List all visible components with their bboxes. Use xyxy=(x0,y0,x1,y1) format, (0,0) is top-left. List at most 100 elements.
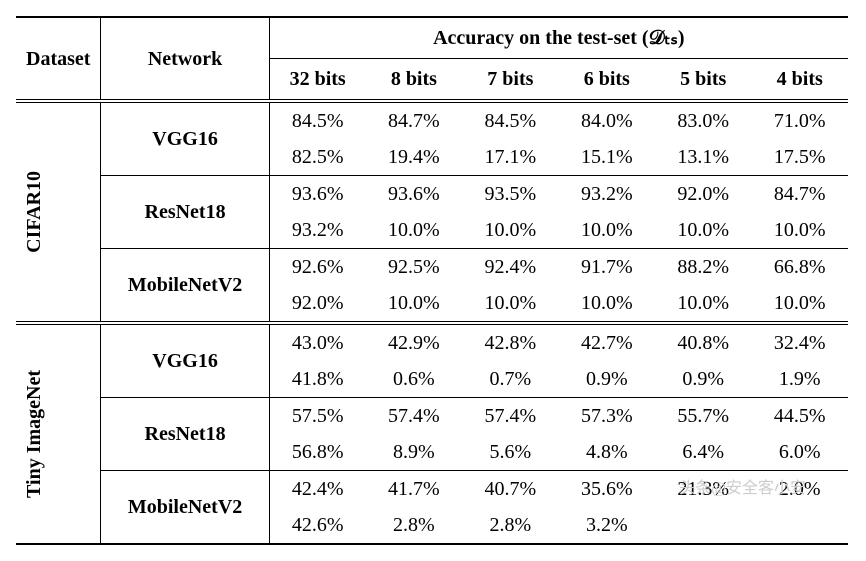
val-cell: 0.6% xyxy=(366,361,462,398)
val-cell: 15.1% xyxy=(559,139,655,176)
val-cell: 57.5% xyxy=(269,398,365,435)
val-cell: 4.8% xyxy=(559,434,655,471)
val-cell: 40.7% xyxy=(462,471,558,508)
table-header-row-1: Dataset Network Accuracy on the test-set… xyxy=(16,17,848,59)
header-network: Network xyxy=(101,17,269,101)
val-cell: 6.4% xyxy=(655,434,751,471)
val-cell: 42.6% xyxy=(269,507,365,544)
network-cell: VGG16 xyxy=(101,323,269,398)
val-cell: 2.8% xyxy=(366,507,462,544)
table-row: ResNet18 93.6% 93.6% 93.5% 93.2% 92.0% 8… xyxy=(16,176,848,213)
header-dataset: Dataset xyxy=(16,17,101,101)
val-cell: 44.5% xyxy=(751,398,848,435)
val-cell: 66.8% xyxy=(751,249,848,286)
val-cell: 57.4% xyxy=(366,398,462,435)
val-cell: 84.5% xyxy=(269,101,365,139)
val-cell: 84.0% xyxy=(559,101,655,139)
val-cell: 17.5% xyxy=(751,139,848,176)
val-cell: 88.2% xyxy=(655,249,751,286)
dataset-label: CIFAR10 xyxy=(16,163,52,261)
val-cell: 43.0% xyxy=(269,323,365,361)
val-cell: 42.7% xyxy=(559,323,655,361)
val-cell: 42.9% xyxy=(366,323,462,361)
dataset-cell-tiny-imagenet: Tiny ImageNet xyxy=(16,323,101,544)
val-cell: 82.5% xyxy=(269,139,365,176)
val-cell: 92.0% xyxy=(269,285,365,323)
val-cell: 10.0% xyxy=(655,212,751,249)
header-bits-0: 32 bits xyxy=(269,59,365,102)
val-cell: 13.1% xyxy=(655,139,751,176)
val-cell: 0.7% xyxy=(462,361,558,398)
val-cell: 92.5% xyxy=(366,249,462,286)
val-cell: 71.0% xyxy=(751,101,848,139)
val-cell: 93.2% xyxy=(559,176,655,213)
network-cell: MobileNetV2 xyxy=(101,471,269,545)
val-cell: 84.7% xyxy=(366,101,462,139)
val-cell: 19.4% xyxy=(366,139,462,176)
val-cell: 3.2% xyxy=(559,507,655,544)
val-cell: 32.4% xyxy=(751,323,848,361)
header-bits-5: 4 bits xyxy=(751,59,848,102)
val-cell: 10.0% xyxy=(655,285,751,323)
val-cell: 10.0% xyxy=(751,212,848,249)
val-cell: 0.9% xyxy=(559,361,655,398)
val-cell: 92.6% xyxy=(269,249,365,286)
val-cell: 91.7% xyxy=(559,249,655,286)
val-cell: 1.9% xyxy=(751,361,848,398)
table-row: Tiny ImageNet VGG16 43.0% 42.9% 42.8% 42… xyxy=(16,323,848,361)
dataset-label: Tiny ImageNet xyxy=(16,362,52,506)
val-cell: 10.0% xyxy=(462,285,558,323)
val-cell: 21.3% xyxy=(655,471,751,508)
accuracy-table-container: Dataset Network Accuracy on the test-set… xyxy=(16,16,848,545)
val-cell: 57.4% xyxy=(462,398,558,435)
val-cell: 84.7% xyxy=(751,176,848,213)
val-cell: 92.4% xyxy=(462,249,558,286)
val-cell: 40.8% xyxy=(655,323,751,361)
val-cell: 10.0% xyxy=(366,212,462,249)
header-bits-1: 8 bits xyxy=(366,59,462,102)
val-cell: 10.0% xyxy=(559,285,655,323)
val-cell: 17.1% xyxy=(462,139,558,176)
val-cell: 5.6% xyxy=(462,434,558,471)
val-cell xyxy=(655,507,751,544)
val-cell: 84.5% xyxy=(462,101,558,139)
val-cell: 10.0% xyxy=(462,212,558,249)
table-row: MobileNetV2 42.4% 41.7% 40.7% 35.6% 21.3… xyxy=(16,471,848,508)
val-cell: 83.0% xyxy=(655,101,751,139)
val-cell: 2.0% xyxy=(751,471,848,508)
accuracy-table: Dataset Network Accuracy on the test-set… xyxy=(16,16,848,545)
network-cell: VGG16 xyxy=(101,101,269,176)
val-cell: 55.7% xyxy=(655,398,751,435)
header-bits-4: 5 bits xyxy=(655,59,751,102)
val-cell: 93.2% xyxy=(269,212,365,249)
val-cell: 2.8% xyxy=(462,507,558,544)
val-cell: 8.9% xyxy=(366,434,462,471)
table-row: CIFAR10 VGG16 84.5% 84.7% 84.5% 84.0% 83… xyxy=(16,101,848,139)
val-cell: 0.9% xyxy=(655,361,751,398)
val-cell: 93.5% xyxy=(462,176,558,213)
val-cell: 93.6% xyxy=(366,176,462,213)
val-cell: 35.6% xyxy=(559,471,655,508)
val-cell: 92.0% xyxy=(655,176,751,213)
val-cell: 57.3% xyxy=(559,398,655,435)
header-bits-3: 6 bits xyxy=(559,59,655,102)
network-cell: ResNet18 xyxy=(101,398,269,471)
table-row: ResNet18 57.5% 57.4% 57.4% 57.3% 55.7% 4… xyxy=(16,398,848,435)
table-row: MobileNetV2 92.6% 92.5% 92.4% 91.7% 88.2… xyxy=(16,249,848,286)
val-cell: 56.8% xyxy=(269,434,365,471)
val-cell: 6.0% xyxy=(751,434,848,471)
val-cell xyxy=(751,507,848,544)
val-cell: 42.8% xyxy=(462,323,558,361)
network-cell: MobileNetV2 xyxy=(101,249,269,324)
network-cell: ResNet18 xyxy=(101,176,269,249)
val-cell: 41.8% xyxy=(269,361,365,398)
dataset-cell-cifar10: CIFAR10 xyxy=(16,101,101,323)
val-cell: 10.0% xyxy=(751,285,848,323)
val-cell: 41.7% xyxy=(366,471,462,508)
val-cell: 42.4% xyxy=(269,471,365,508)
val-cell: 93.6% xyxy=(269,176,365,213)
header-bits-2: 7 bits xyxy=(462,59,558,102)
val-cell: 10.0% xyxy=(366,285,462,323)
header-accuracy-title: Accuracy on the test-set (𝒟ₜₛ) xyxy=(269,17,848,59)
val-cell: 10.0% xyxy=(559,212,655,249)
